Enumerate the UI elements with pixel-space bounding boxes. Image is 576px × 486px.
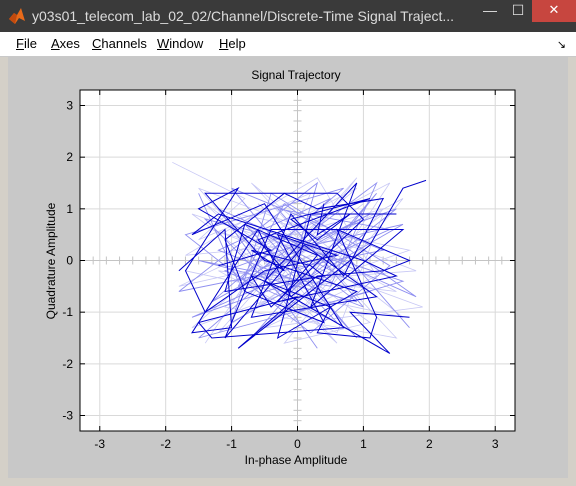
- y-tick-label: 0: [66, 254, 73, 268]
- y-tick-label: -2: [62, 357, 73, 371]
- figure-canvas: Signal Trajectory -3 -2 -1 0 1 2 3 -3 -2 -1 0 1 2 3 I…: [8, 57, 568, 478]
- y-axis-label: Quadrature Amplitude: [44, 202, 58, 319]
- y-tick-label: 1: [66, 202, 73, 216]
- menu-file[interactable]: File: [16, 36, 37, 51]
- x-tick-label: 2: [426, 437, 433, 451]
- menu-channels[interactable]: Channels: [92, 36, 147, 51]
- dock-arrow-icon[interactable]: ↘: [557, 38, 566, 51]
- menu-window[interactable]: Window: [157, 36, 203, 51]
- x-tick-label: -3: [94, 437, 105, 451]
- y-tick-label: -1: [62, 305, 73, 319]
- x-tick-label: -1: [226, 437, 237, 451]
- x-axis-label: In-phase Amplitude: [245, 453, 348, 467]
- window-title: y03s01_telecom_lab_02_02/Channel/Discret…: [32, 8, 472, 24]
- y-tick-label: -3: [62, 409, 73, 423]
- minimize-button[interactable]: —: [476, 0, 504, 22]
- matlab-icon: [8, 7, 26, 25]
- y-tick-label: 3: [66, 99, 73, 113]
- x-tick-label: 1: [360, 437, 367, 451]
- menu-bar: File Axes Channels Window Help ↘: [0, 32, 576, 57]
- title-bar[interactable]: y03s01_telecom_lab_02_02/Channel/Discret…: [0, 0, 576, 32]
- chart-title: Signal Trajectory: [251, 68, 340, 82]
- y-tick-label: 2: [66, 150, 73, 164]
- x-tick-label: 0: [294, 437, 301, 451]
- close-button[interactable]: ✕: [532, 0, 576, 22]
- x-tick-label: -2: [160, 437, 171, 451]
- maximize-button[interactable]: ☐: [504, 0, 532, 22]
- menu-axes[interactable]: Axes: [51, 36, 80, 51]
- signal-trajectory-plot: Signal Trajectory -3 -2 -1 0 1 2 3 -3 -2 -1 0 1 2 3 I…: [8, 57, 568, 478]
- menu-help[interactable]: Help: [219, 36, 246, 51]
- x-tick-label: 3: [492, 437, 499, 451]
